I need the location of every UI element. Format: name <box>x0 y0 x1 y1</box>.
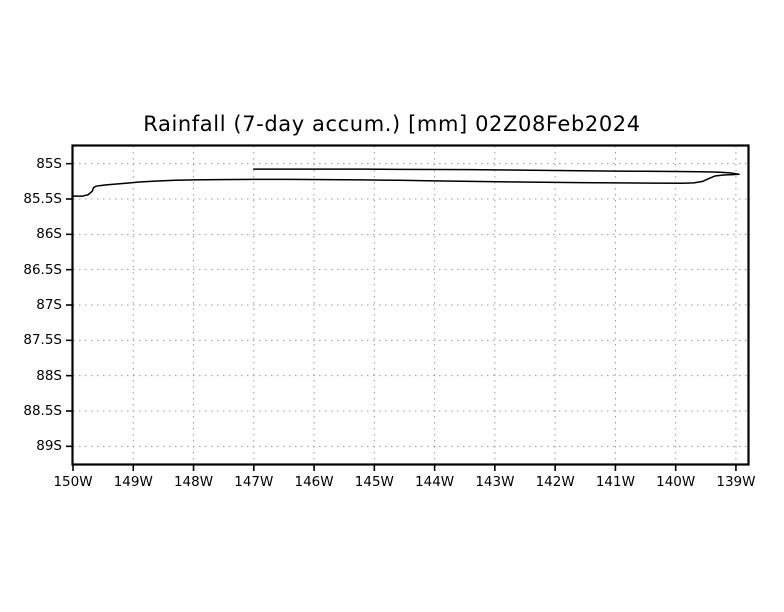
x-axis-tick-label: 143W <box>475 474 515 490</box>
x-axis-tick-label: 149W <box>113 474 153 490</box>
rainfall-contour-lower <box>253 168 740 176</box>
x-axis-tick-label: 140W <box>656 474 696 490</box>
y-axis-tick-label: 86S <box>36 226 62 243</box>
x-axis-tick-label: 144W <box>415 474 455 490</box>
y-axis-tick-label: 86.5S <box>23 261 62 278</box>
x-axis-tick-label: 148W <box>173 474 214 490</box>
y-axis-tick-label: 88.5S <box>23 403 62 419</box>
x-axis-tick-label: 142W <box>535 474 575 490</box>
data-series <box>72 168 740 197</box>
y-axis-tick-label: 85.5S <box>23 191 62 207</box>
y-axis-tick-label: 87S <box>36 297 62 313</box>
plot-frame <box>71 144 750 466</box>
y-axis-tick-label: 85S <box>36 155 62 172</box>
x-axis-tick-label: 146W <box>294 474 334 490</box>
axis-ticks <box>66 162 737 471</box>
x-axis-tick-label: 141W <box>595 474 635 490</box>
x-axis-tick-label: 150W <box>53 474 93 490</box>
x-axis-tick-label: 145W <box>354 474 394 490</box>
x-axis-tick-label: 147W <box>234 474 274 490</box>
y-axis-tick-label: 88S <box>36 367 62 384</box>
y-axis-tick-label: 89S <box>36 438 62 455</box>
gridlines <box>73 146 748 464</box>
chart-title: Rainfall (7-day accum.) [mm] 02Z08Feb202… <box>143 112 641 136</box>
x-axis-tick-label: 139W <box>716 474 756 490</box>
rainfall-contour-upper <box>72 173 740 197</box>
y-axis-tick-label: 87.5S <box>23 332 62 349</box>
